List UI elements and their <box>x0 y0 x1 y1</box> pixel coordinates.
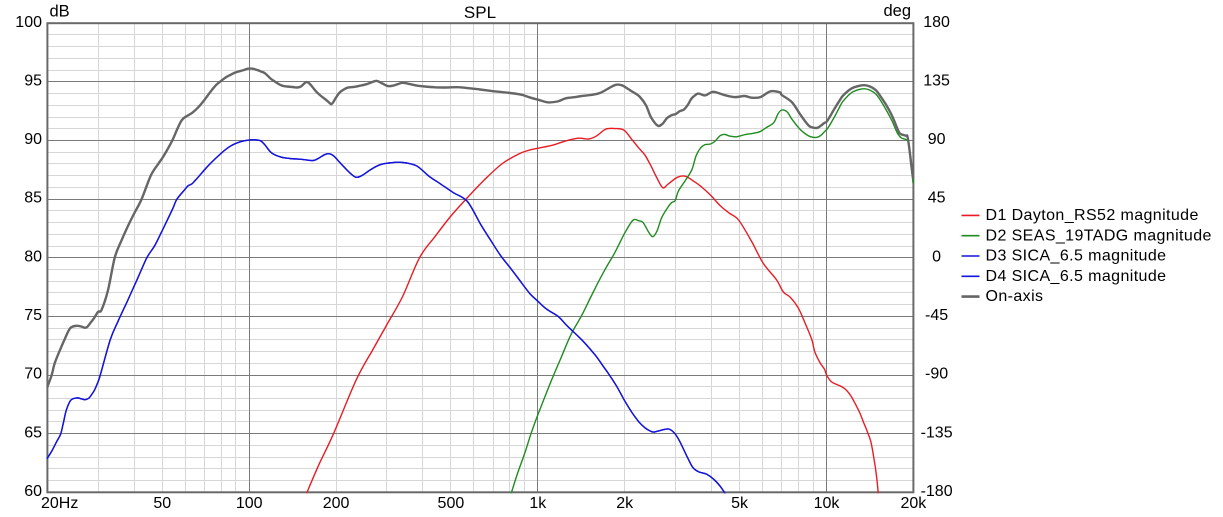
svg-text:180: 180 <box>923 14 950 31</box>
svg-text:65: 65 <box>24 424 42 441</box>
svg-text:70: 70 <box>24 366 42 383</box>
svg-text:90: 90 <box>928 131 946 148</box>
svg-text:45: 45 <box>928 190 946 207</box>
svg-text:10k: 10k <box>814 495 841 512</box>
svg-text:D4 SICA_6.5 magnitude: D4 SICA_6.5 magnitude <box>986 268 1167 285</box>
svg-text:85: 85 <box>24 190 42 207</box>
svg-text:1k: 1k <box>529 495 547 512</box>
svg-text:80: 80 <box>24 248 42 265</box>
svg-text:50: 50 <box>153 495 171 512</box>
svg-text:D3 SICA_6.5 magnitude: D3 SICA_6.5 magnitude <box>986 248 1167 265</box>
svg-text:95: 95 <box>24 73 42 90</box>
svg-text:2k: 2k <box>616 495 634 512</box>
svg-text:75: 75 <box>24 307 42 324</box>
svg-text:-90: -90 <box>925 366 948 383</box>
svg-text:-45: -45 <box>925 307 948 324</box>
svg-text:deg: deg <box>883 2 911 20</box>
svg-text:100: 100 <box>236 495 263 512</box>
svg-text:D1 Dayton_RS52 magnitude: D1 Dayton_RS52 magnitude <box>986 207 1199 224</box>
svg-text:135: 135 <box>923 73 950 90</box>
svg-text:0: 0 <box>932 248 941 265</box>
svg-text:On-axis: On-axis <box>986 288 1044 305</box>
svg-text:60: 60 <box>24 483 42 500</box>
svg-text:SPL: SPL <box>464 3 496 22</box>
svg-text:dB: dB <box>50 3 70 21</box>
svg-text:90: 90 <box>24 131 42 148</box>
svg-text:D2 SEAS_19TADG magnitude: D2 SEAS_19TADG magnitude <box>986 227 1212 244</box>
svg-text:5k: 5k <box>731 495 749 512</box>
svg-text:20Hz: 20Hz <box>41 495 78 512</box>
svg-text:20k: 20k <box>901 495 928 512</box>
svg-text:500: 500 <box>438 495 465 512</box>
svg-text:-135: -135 <box>921 424 953 441</box>
svg-text:-180: -180 <box>921 483 953 500</box>
svg-text:200: 200 <box>323 495 350 512</box>
svg-text:100: 100 <box>15 14 42 31</box>
